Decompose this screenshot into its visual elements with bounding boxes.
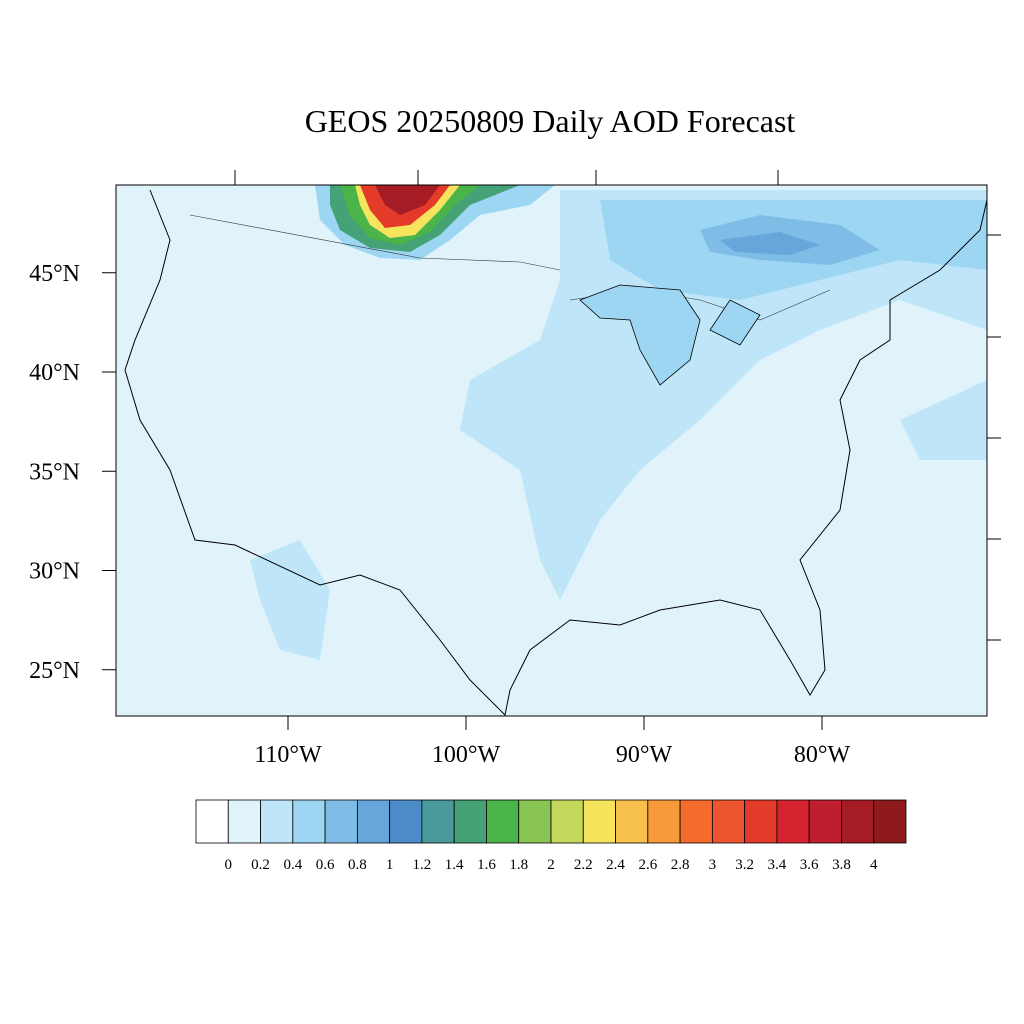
colorbar-box [324, 799, 358, 844]
lon-tick-label: 100°W [432, 742, 501, 768]
coastline [124, 189, 988, 717]
colorbar-label: 1.4 [445, 857, 464, 873]
colorbar-label: 0.6 [316, 857, 335, 873]
lat-tick-label: 40°N [29, 360, 80, 386]
colorbar-label: 3.6 [800, 857, 819, 873]
colorbar-label: 2.4 [606, 857, 625, 873]
colorbar-label: 4 [870, 857, 878, 873]
lat-tick-label: 30°N [29, 559, 80, 585]
colorbar-label: 1.6 [477, 857, 496, 873]
colorbar-label: 0 [225, 857, 233, 873]
colorbar-box [776, 799, 810, 844]
lon-tick-label: 80°W [794, 742, 851, 768]
map-axes: 110°W 100°W 90°W 80°W 45°N 40°N 35°N 30°N 25°N [29, 170, 1001, 768]
haze-region [720, 232, 820, 255]
colorbar-box [260, 799, 294, 844]
colorbar-box [615, 799, 649, 844]
colorbar-box [453, 799, 487, 844]
colorbar-label: 1 [386, 857, 394, 873]
colorbar-box [227, 799, 261, 844]
great-lakes [579, 284, 761, 386]
colorbar-box [841, 799, 875, 844]
colorbar-label: 0.2 [251, 857, 270, 873]
lon-tick-label: 110°W [254, 742, 322, 768]
colorbar-label: 2.6 [638, 857, 657, 873]
colorbar-label: 3.8 [832, 857, 851, 873]
colorbar-box [356, 799, 391, 844]
colorbar-box [195, 799, 229, 844]
map-frame [115, 184, 988, 717]
colorbar-box [518, 799, 552, 844]
colorbar-box [679, 799, 713, 844]
map-title: GEOS 20250809 Daily AOD Forecast [305, 103, 796, 139]
colorbar-label: 1.8 [509, 857, 528, 873]
colorbar-box [421, 799, 455, 844]
colorbar-label: 3.2 [735, 857, 754, 873]
colorbar: 0 0.2 0.4 0.6 0.8 1 1.2 1.4 1.6 1.8 2 2.2 2.4 2.6 2.8 3… [195, 799, 907, 873]
colorbar-label: 2.8 [671, 857, 690, 873]
lat-tick-label: 45°N [29, 261, 80, 287]
colorbar-label: 2.2 [574, 857, 593, 873]
colorbar-label: 1.2 [413, 857, 432, 873]
colorbar-label: 0.4 [283, 857, 302, 873]
map-area [115, 184, 988, 717]
haze-region [900, 380, 987, 460]
colorbar-label: 2 [547, 857, 555, 873]
colorbar-box [389, 799, 423, 844]
colorbar-box [550, 799, 584, 844]
colorbar-label: 3 [709, 857, 717, 873]
colorbar-box [292, 799, 326, 844]
lat-tick-label: 25°N [29, 658, 80, 684]
colorbar-box [744, 799, 778, 844]
colorbar-box [647, 799, 681, 844]
smoke-plume [375, 185, 440, 215]
colorbar-box [486, 799, 520, 844]
colorbar-box [711, 799, 746, 844]
colorbar-label: 0.8 [348, 857, 367, 873]
colorbar-label: 3.4 [768, 857, 787, 873]
colorbar-box [873, 799, 907, 844]
haze-region [250, 540, 330, 660]
colorbar-box [808, 799, 842, 844]
lat-tick-label: 35°N [29, 459, 80, 485]
lon-tick-label: 90°W [616, 742, 673, 768]
colorbar-box [582, 799, 616, 844]
haze-region [460, 190, 987, 600]
